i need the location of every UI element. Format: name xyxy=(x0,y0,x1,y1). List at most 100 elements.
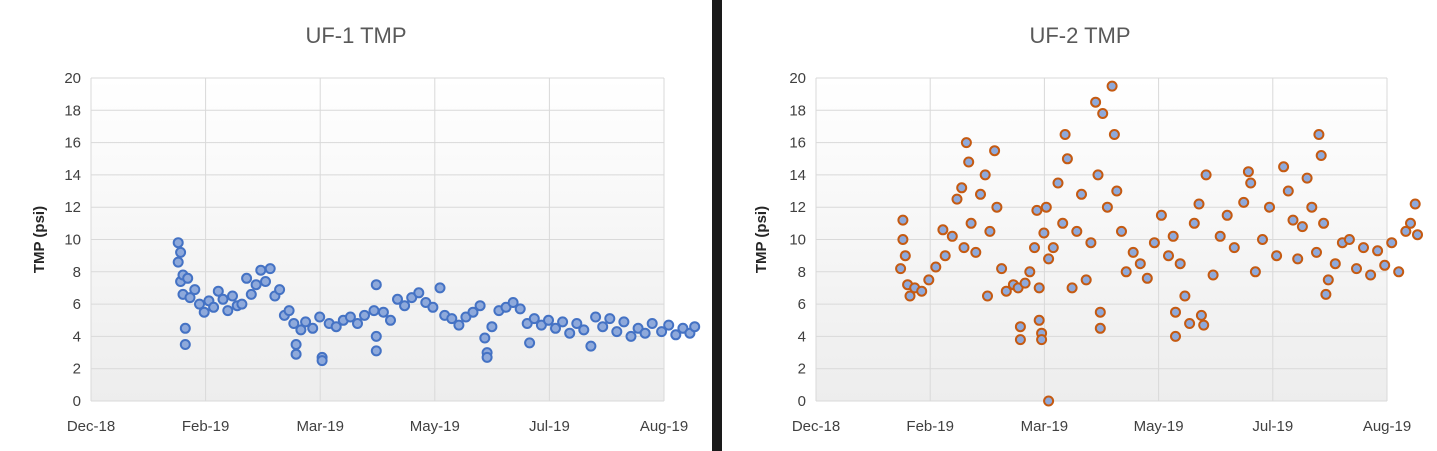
uf2-data-point xyxy=(1365,269,1377,281)
uf2-data-point xyxy=(1351,263,1362,275)
uf2-data-point xyxy=(1029,242,1040,254)
uf2-data-point xyxy=(1085,237,1097,249)
uf2-data-point xyxy=(1179,290,1191,302)
uf2-data-point xyxy=(1245,177,1257,189)
uf2-data-point xyxy=(1071,225,1083,237)
uf1-data-point xyxy=(550,322,561,334)
uf1-data-point xyxy=(507,297,519,308)
uf2-data-point xyxy=(939,250,951,262)
uf2-data-point xyxy=(1278,161,1290,173)
uf2-data-point xyxy=(1287,214,1299,226)
uf1-ytick-6: 6 xyxy=(73,296,81,313)
uf2-data-point xyxy=(958,242,970,254)
uf1-data-point xyxy=(639,327,651,339)
uf2-data-point xyxy=(965,217,977,229)
uf1-data-point xyxy=(290,339,302,350)
uf1-data-point xyxy=(264,263,276,275)
uf1-tmp-chart: 0 2 4 6 8 10 12 14 16 18 20 Dec-18 Feb-19 Mar-19 May-1… xyxy=(31,23,701,435)
uf2-data-point xyxy=(1106,80,1118,92)
uf2-data-point xyxy=(1311,246,1322,258)
uf2-ytick-20: 20 xyxy=(789,70,806,87)
uf1-data-point xyxy=(290,348,302,360)
uf2-data-point xyxy=(904,290,916,302)
uf2-data-point xyxy=(1066,282,1078,294)
uf2-data-point xyxy=(1043,253,1055,265)
uf2-data-point xyxy=(989,145,1001,157)
uf2-data-point xyxy=(1174,258,1186,270)
uf1-ytick-10: 10 xyxy=(64,232,81,249)
uf2-data-point xyxy=(956,182,968,194)
uf2-xtick-Dec-18: Dec-18 xyxy=(792,418,840,435)
uf1-data-point xyxy=(514,303,526,315)
uf2-data-point xyxy=(930,261,942,273)
uf2-data-point xyxy=(1094,306,1106,318)
uf1-data-point xyxy=(368,305,380,317)
uf1-data-point xyxy=(385,314,396,326)
uf1-ytick-12: 12 xyxy=(64,199,81,216)
uf1-data-point xyxy=(189,284,201,296)
uf2-data-point xyxy=(1207,269,1219,281)
uf2-data-point xyxy=(1141,272,1153,284)
uf2-data-point xyxy=(1184,318,1196,329)
uf2-xtick-Aug-19: Aug-19 xyxy=(1363,418,1411,435)
uf2-data-point xyxy=(1043,395,1055,407)
uf1-data-point xyxy=(175,246,187,258)
uf1-data-point xyxy=(314,311,326,323)
uf2-data-point xyxy=(1264,201,1275,213)
uf1-xtick-Dec-18: Dec-18 xyxy=(67,418,115,435)
uf1-data-point xyxy=(625,330,637,342)
uf1-data-point xyxy=(255,264,267,276)
uf2-data-point xyxy=(1320,288,1332,300)
uf1-ylabel: TMP (psi) xyxy=(31,206,48,273)
uf1-data-point xyxy=(260,276,271,287)
uf2-data-point xyxy=(1170,306,1181,318)
uf2-data-point xyxy=(1301,172,1313,184)
uf2-ytick-0: 0 xyxy=(798,393,806,410)
uf2-data-point xyxy=(897,234,909,245)
uf2-data-point xyxy=(1000,285,1012,297)
uf1-data-point xyxy=(245,288,257,300)
uf1-data-point xyxy=(370,330,382,342)
uf2-data-point xyxy=(1271,250,1283,262)
uf2-data-point xyxy=(1116,225,1127,237)
uf1-data-point xyxy=(663,319,675,331)
uf2-data-point xyxy=(1292,253,1304,265)
uf1-ytick-8: 8 xyxy=(73,264,81,281)
uf2-data-point xyxy=(963,156,975,168)
uf2-data-point xyxy=(1059,129,1071,140)
uf2-data-point xyxy=(1061,153,1073,165)
uf2-data-point xyxy=(1090,96,1102,108)
uf2-xtick-Feb-19: Feb-19 xyxy=(906,418,954,435)
uf1-data-point xyxy=(227,290,238,302)
uf1-chart-title: UF-1 TMP xyxy=(305,23,406,48)
uf2-data-point xyxy=(1033,282,1045,294)
uf2-data-point xyxy=(1047,242,1059,254)
uf1-data-point xyxy=(528,313,540,325)
uf2-data-point xyxy=(1148,237,1160,249)
uf1-data-point xyxy=(413,287,425,299)
uf2-data-point xyxy=(951,193,963,205)
uf2-data-point xyxy=(1076,188,1087,200)
uf2-data-point xyxy=(1040,201,1052,213)
uf2-data-point xyxy=(1127,246,1139,258)
chart-panel-uf2: 0 2 4 6 8 10 12 14 16 18 20 Dec-18 Feb-19 Mar-19 May-1… xyxy=(722,0,1437,451)
uf1-xtick-Jul-19: Jul-19 xyxy=(529,418,570,435)
uf2-data-point xyxy=(1318,217,1330,229)
uf1-data-point xyxy=(330,321,342,333)
uf2-data-point xyxy=(1111,185,1123,197)
uf2-data-point xyxy=(1409,198,1421,210)
uf2-data-point xyxy=(1249,266,1261,278)
uf2-data-point xyxy=(899,250,911,262)
uf1-ytick-20: 20 xyxy=(64,70,81,87)
uf2-data-point xyxy=(1386,237,1398,249)
uf2-data-point xyxy=(1163,250,1174,262)
uf2-data-point xyxy=(1242,166,1254,178)
uf1-data-point xyxy=(370,279,382,291)
uf2-ylabel: TMP (psi) xyxy=(753,206,770,273)
uf2-data-point xyxy=(1372,245,1384,257)
uf1-data-point xyxy=(656,326,668,338)
uf2-ytick-2: 2 xyxy=(798,361,806,378)
uf1-data-point xyxy=(274,284,286,296)
uf2-ytick-16: 16 xyxy=(789,135,806,152)
uf1-data-point xyxy=(646,318,658,329)
